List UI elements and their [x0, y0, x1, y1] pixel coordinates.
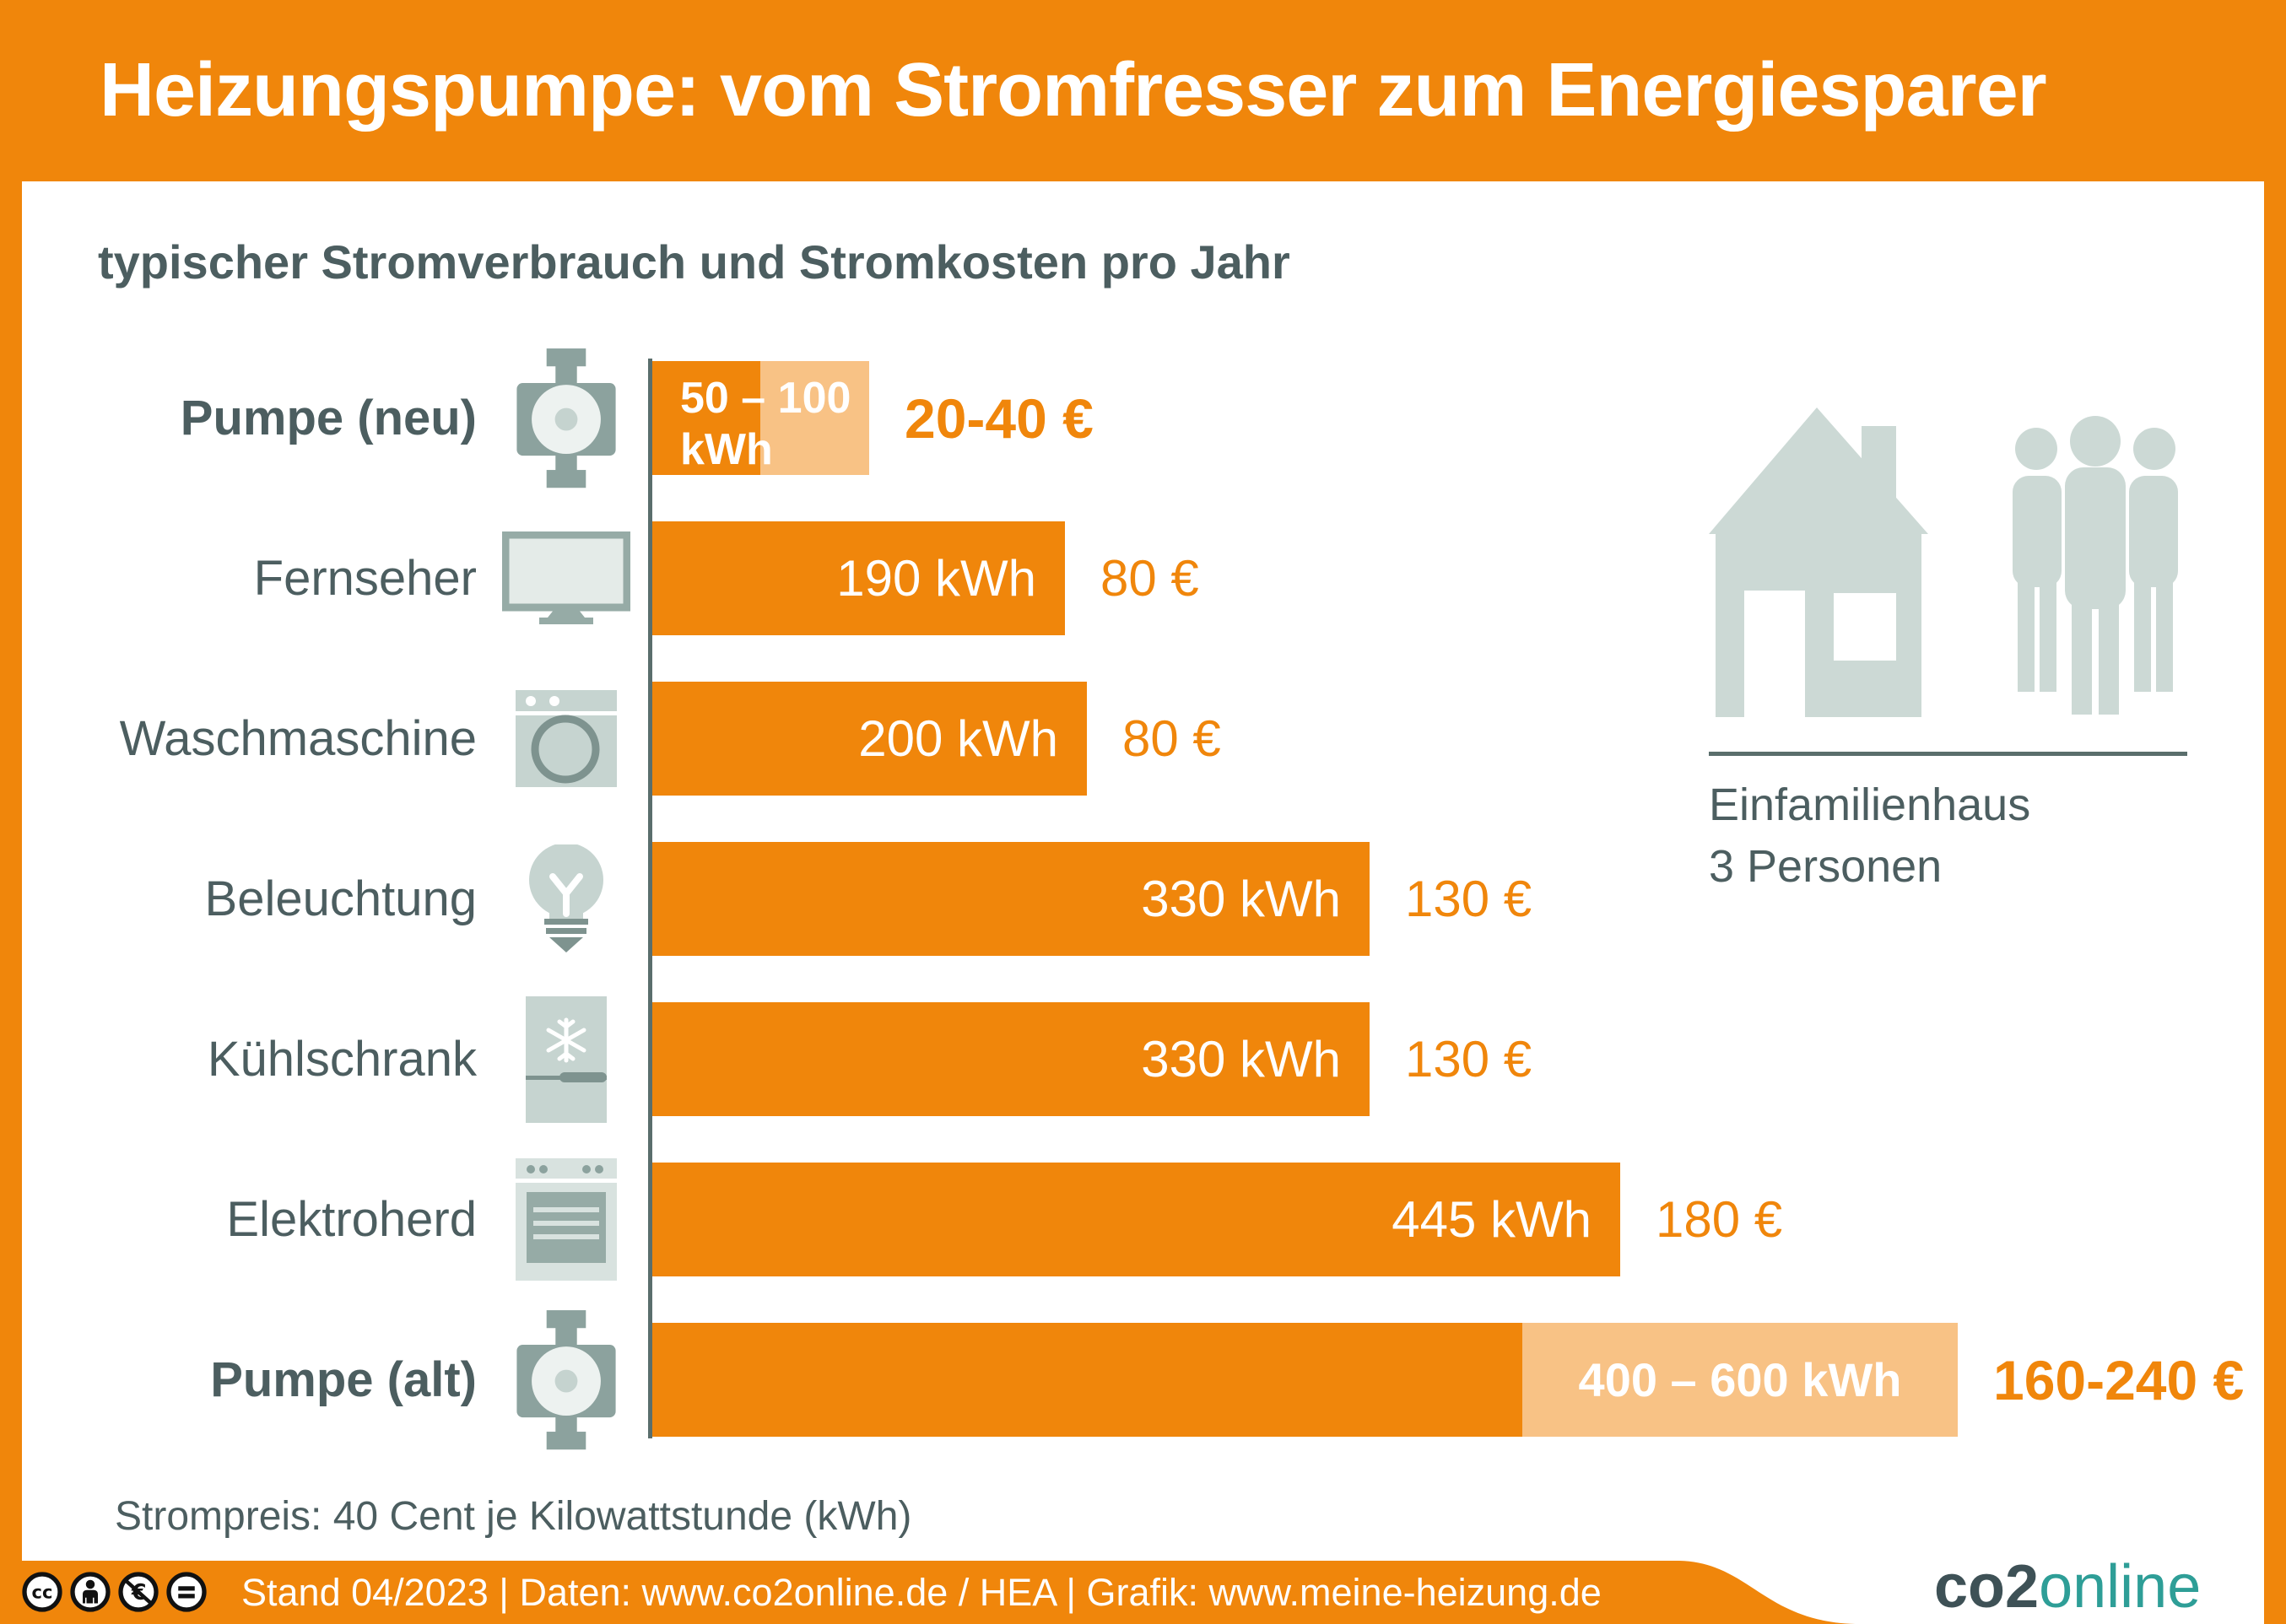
- household-block: Einfamilienhaus 3 Personen: [1709, 405, 2190, 898]
- bar-solid: [651, 361, 760, 475]
- bar-value-line: kWh: [680, 425, 773, 475]
- chart-row: Pumpe (neu) 50 – 100 kWh 20-40 €: [0, 348, 2286, 488]
- chart-row: Pumpe (alt) 400 – 600 kWh 160-240 €: [0, 1309, 2286, 1449]
- chart-row: Beleuchtung 330 kWh 130 €: [0, 842, 2286, 956]
- bar-value-label: 400 – 600 kWh: [1578, 1353, 1902, 1406]
- bar-solid: [651, 1002, 1370, 1116]
- footer-band: [0, 1561, 1861, 1624]
- tv-icon: [488, 521, 644, 635]
- chart-row: Fernseher 190 kWh 80 €: [0, 521, 2286, 635]
- bar-light: [760, 361, 869, 475]
- header-band: Heizungspumpe: vom Stromfresser zum Ener…: [0, 0, 2286, 181]
- chart-row: Elektroherd 445 kWh 180 €: [0, 1158, 2286, 1281]
- chart-row: Waschmaschine 200 kWh 80 €: [0, 682, 2286, 796]
- right-border: [2264, 181, 2286, 1624]
- bar-value-label: 330 kWh: [1141, 871, 1341, 927]
- bar-value-label: 445 kWh: [1392, 1191, 1592, 1248]
- co2online-logo: co2online: [1934, 1557, 2201, 1617]
- chart-axis-line: [648, 359, 652, 1438]
- bar-solid: [651, 1323, 1522, 1437]
- row-label: Pumpe (neu): [180, 391, 477, 445]
- cost-label: 130 €: [1405, 1031, 1532, 1087]
- row-label: Pumpe (alt): [210, 1352, 477, 1407]
- bar-value-line: 50 – 100: [680, 374, 851, 423]
- household-divider: [1709, 752, 2187, 756]
- row-label: Beleuchtung: [204, 871, 477, 926]
- chart-row: Kühlschrank 330 kWh 130 €: [0, 995, 2286, 1123]
- washer-icon: [488, 682, 644, 796]
- bar-solid: [651, 521, 1065, 635]
- nc-euro-icon: €: [118, 1572, 159, 1612]
- bar-solid: [651, 842, 1370, 956]
- svg-text:cc: cc: [32, 1583, 53, 1603]
- bar-light: [1522, 1323, 1958, 1437]
- logo-part-online: online: [2039, 1553, 2202, 1621]
- row-label: Fernseher: [253, 551, 477, 606]
- row-label: Waschmaschine: [119, 711, 477, 766]
- by-icon: [70, 1572, 111, 1612]
- footer-credits: Stand 04/2023 | Daten: www.co2online.de …: [241, 1570, 1602, 1614]
- cost-label: 80 €: [1122, 710, 1221, 767]
- page-title: Heizungspumpe: vom Stromfresser zum Ener…: [100, 48, 2047, 132]
- household-line2: 3 Personen: [1709, 840, 1943, 892]
- cost-label: 80 €: [1100, 550, 1199, 607]
- price-note: Strompreis: 40 Cent je Kilowattstunde (k…: [115, 1494, 912, 1539]
- cc-icon: cc: [22, 1572, 62, 1612]
- cost-label: 130 €: [1405, 871, 1532, 927]
- bar-solid: [651, 1163, 1620, 1276]
- logo-part-co2: co2: [1934, 1553, 2040, 1621]
- row-label: Elektroherd: [226, 1192, 477, 1247]
- pump-icon: [488, 348, 644, 488]
- cost-label: 180 €: [1656, 1191, 1783, 1248]
- stove-icon: [488, 1158, 644, 1281]
- left-border: [0, 181, 22, 1624]
- row-label: Kühlschrank: [207, 1032, 477, 1087]
- house-icon: [1709, 401, 1928, 721]
- bar-value-label: 190 kWh: [836, 550, 1036, 607]
- bar-solid: [651, 682, 1087, 796]
- family-icon: [2002, 413, 2188, 721]
- license-icons: cc €: [22, 1572, 207, 1612]
- pump-icon: [488, 1309, 644, 1449]
- chart-subtitle: typischer Stromverbrauch und Stromkosten…: [98, 235, 1290, 289]
- cost-label: 160-240 €: [1993, 1348, 2245, 1411]
- bar-value-label: 50 – 100 kWh: [680, 361, 869, 487]
- household-icons: [1709, 405, 2190, 721]
- nd-icon: [166, 1572, 207, 1612]
- household-line1: Einfamilienhaus: [1709, 780, 2031, 830]
- bar-value-label: 330 kWh: [1141, 1031, 1341, 1087]
- household-caption: Einfamilienhaus 3 Personen: [1709, 774, 2190, 898]
- fridge-icon: [488, 995, 644, 1123]
- bulb-icon: [488, 842, 644, 956]
- bar-value-label: 200 kWh: [858, 710, 1058, 767]
- cost-label: 20-40 €: [905, 386, 1094, 450]
